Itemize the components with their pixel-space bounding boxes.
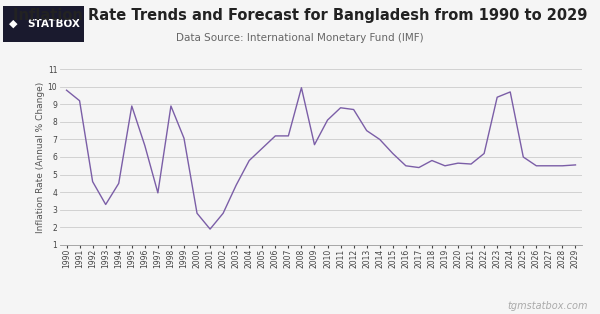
Text: STATBOX: STATBOX — [27, 19, 80, 29]
Y-axis label: Inflation Rate (Annual % Change): Inflation Rate (Annual % Change) — [36, 81, 45, 233]
Text: tgmstatbox.com: tgmstatbox.com — [508, 301, 588, 311]
Text: Inflation Rate Trends and Forecast for Bangladesh from 1990 to 2029: Inflation Rate Trends and Forecast for B… — [13, 8, 587, 23]
Text: ◆: ◆ — [9, 19, 18, 29]
Text: Data Source: International Monetary Fund (IMF): Data Source: International Monetary Fund… — [176, 33, 424, 43]
